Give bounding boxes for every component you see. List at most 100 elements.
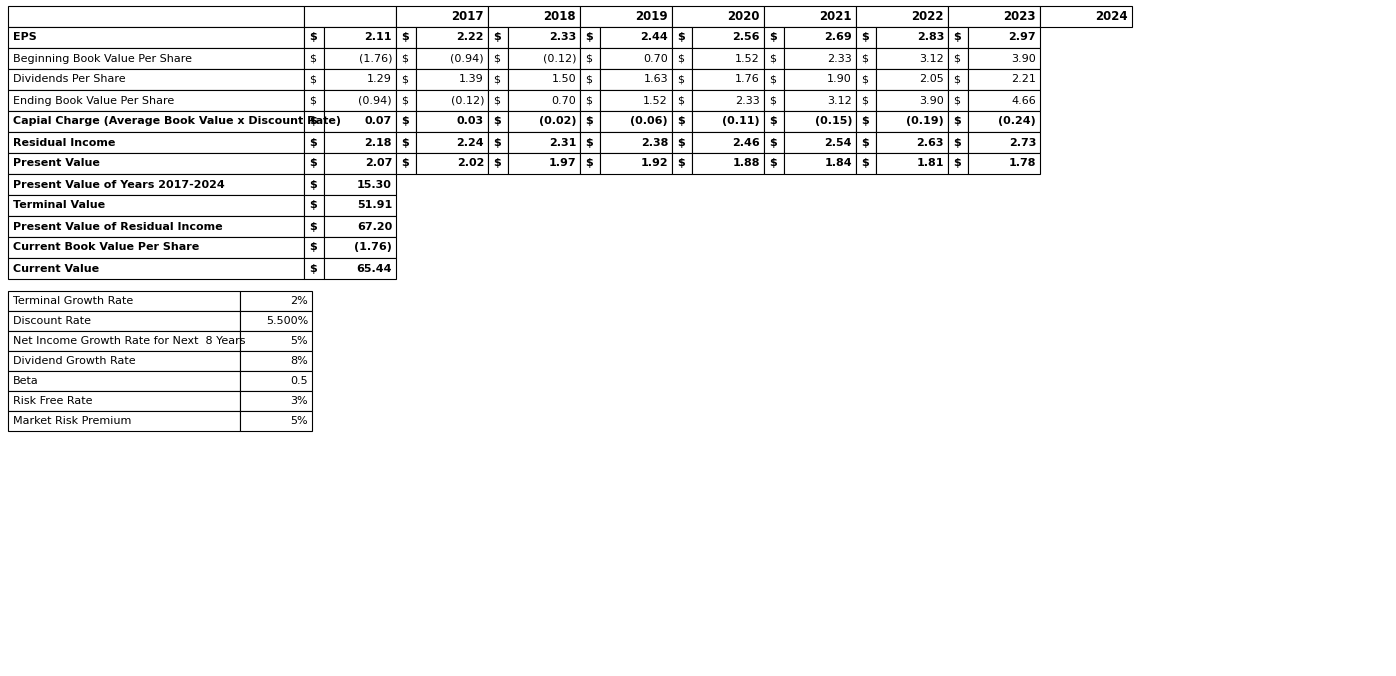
Bar bbox=[324, 237, 396, 258]
Text: 3.12: 3.12 bbox=[919, 53, 944, 64]
Text: $: $ bbox=[861, 116, 868, 126]
Bar bbox=[304, 174, 324, 195]
Text: 2.31: 2.31 bbox=[549, 137, 577, 147]
Bar bbox=[324, 48, 396, 69]
Text: Current Book Value Per Share: Current Book Value Per Share bbox=[13, 243, 200, 253]
Text: 2%: 2% bbox=[290, 296, 309, 306]
Text: $: $ bbox=[493, 95, 500, 105]
Text: $: $ bbox=[953, 74, 960, 84]
Bar bbox=[671, 69, 692, 90]
Bar bbox=[579, 90, 600, 111]
Text: 2.69: 2.69 bbox=[824, 32, 852, 43]
Bar bbox=[877, 69, 948, 90]
Bar bbox=[692, 90, 764, 111]
Bar bbox=[764, 69, 785, 90]
Text: $: $ bbox=[401, 137, 409, 147]
Bar bbox=[1040, 6, 1132, 27]
Bar bbox=[304, 216, 324, 237]
Bar bbox=[508, 27, 579, 48]
Bar bbox=[671, 6, 764, 27]
Text: $: $ bbox=[309, 32, 317, 43]
Text: $: $ bbox=[953, 137, 960, 147]
Bar bbox=[416, 69, 489, 90]
Text: $: $ bbox=[953, 116, 960, 126]
Text: 2.38: 2.38 bbox=[641, 137, 669, 147]
Text: 51.91: 51.91 bbox=[357, 201, 392, 210]
Text: Discount Rate: Discount Rate bbox=[13, 316, 91, 326]
Bar bbox=[785, 90, 856, 111]
Text: 2.21: 2.21 bbox=[1011, 74, 1036, 84]
Bar bbox=[579, 111, 600, 132]
Text: $: $ bbox=[309, 158, 317, 168]
Bar bbox=[785, 27, 856, 48]
Bar bbox=[324, 174, 396, 195]
Text: 2.44: 2.44 bbox=[641, 32, 669, 43]
Bar bbox=[877, 111, 948, 132]
Bar bbox=[948, 69, 967, 90]
Bar bbox=[8, 90, 304, 111]
Text: 5%: 5% bbox=[290, 336, 309, 346]
Bar bbox=[416, 111, 489, 132]
Bar bbox=[508, 69, 579, 90]
Text: 2022: 2022 bbox=[912, 10, 944, 23]
Text: 1.90: 1.90 bbox=[828, 74, 852, 84]
Text: Capial Charge (Average Book Value x Discount Rate): Capial Charge (Average Book Value x Disc… bbox=[13, 116, 341, 126]
Text: 3.12: 3.12 bbox=[828, 95, 852, 105]
Text: $: $ bbox=[677, 95, 684, 105]
Bar bbox=[324, 258, 396, 279]
Bar bbox=[8, 132, 304, 153]
Text: 2020: 2020 bbox=[727, 10, 759, 23]
Bar bbox=[8, 27, 304, 48]
Text: $: $ bbox=[677, 53, 684, 64]
Bar bbox=[8, 216, 304, 237]
Text: (0.11): (0.11) bbox=[722, 116, 759, 126]
Text: Present Value of Residual Income: Present Value of Residual Income bbox=[13, 222, 222, 231]
Bar bbox=[948, 153, 967, 174]
Bar bbox=[8, 371, 240, 391]
Bar bbox=[489, 111, 508, 132]
Bar bbox=[324, 195, 396, 216]
Text: 1.29: 1.29 bbox=[367, 74, 392, 84]
Bar bbox=[785, 48, 856, 69]
Text: $: $ bbox=[769, 158, 776, 168]
Bar bbox=[600, 111, 671, 132]
Text: $: $ bbox=[585, 158, 593, 168]
Text: $: $ bbox=[677, 74, 684, 84]
Text: Dividends Per Share: Dividends Per Share bbox=[13, 74, 126, 84]
Bar bbox=[764, 6, 856, 27]
Bar bbox=[240, 411, 311, 431]
Text: $: $ bbox=[493, 116, 501, 126]
Text: $: $ bbox=[493, 74, 500, 84]
Text: Beta: Beta bbox=[13, 376, 39, 386]
Bar bbox=[240, 311, 311, 331]
Bar bbox=[508, 153, 579, 174]
Text: 3%: 3% bbox=[290, 396, 309, 406]
Bar bbox=[304, 48, 324, 69]
Text: Residual Income: Residual Income bbox=[13, 137, 116, 147]
Bar bbox=[489, 153, 508, 174]
Text: 2.97: 2.97 bbox=[1008, 32, 1036, 43]
Text: 2.22: 2.22 bbox=[456, 32, 484, 43]
Bar bbox=[8, 111, 304, 132]
Text: 2024: 2024 bbox=[1096, 10, 1128, 23]
Text: $: $ bbox=[309, 222, 317, 231]
Bar bbox=[692, 132, 764, 153]
Bar bbox=[304, 153, 324, 174]
Text: $: $ bbox=[309, 137, 317, 147]
Text: 1.97: 1.97 bbox=[549, 158, 577, 168]
Text: (0.19): (0.19) bbox=[906, 116, 944, 126]
Text: 2.83: 2.83 bbox=[917, 32, 944, 43]
Text: $: $ bbox=[401, 53, 408, 64]
Bar bbox=[692, 111, 764, 132]
Text: $: $ bbox=[585, 32, 593, 43]
Bar bbox=[877, 90, 948, 111]
Text: 3.90: 3.90 bbox=[1011, 53, 1036, 64]
Bar bbox=[600, 69, 671, 90]
Text: $: $ bbox=[585, 137, 593, 147]
Bar bbox=[508, 90, 579, 111]
Bar bbox=[489, 90, 508, 111]
Text: 15.30: 15.30 bbox=[357, 180, 392, 189]
Bar bbox=[240, 291, 311, 311]
Text: 2.33: 2.33 bbox=[736, 95, 759, 105]
Text: $: $ bbox=[769, 116, 776, 126]
